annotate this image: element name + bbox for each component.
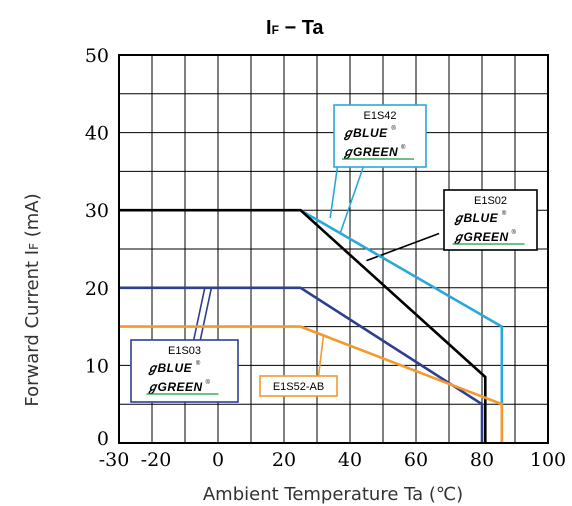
chart-title: IF − Ta — [266, 17, 324, 39]
y-axis-label: Forward Current IF (mA) — [22, 193, 43, 406]
series-line-e1s52-ab — [119, 325, 504, 443]
brand-name: GREEN — [353, 145, 398, 159]
brand-logo-icon: ℊ — [342, 145, 354, 160]
title-sub: F — [272, 23, 279, 37]
registered-mark: ® — [502, 210, 507, 217]
brand-name: GREEN — [464, 230, 509, 244]
y-tick-label: 10 — [85, 355, 109, 377]
plot-frame — [118, 54, 549, 444]
callout-label: E1S52-AB — [273, 381, 324, 393]
brand-name: BLUE — [353, 126, 388, 140]
brand-name: BLUE — [464, 211, 499, 225]
brand-logo-icon: ℊ — [453, 230, 465, 245]
brand-logo-icon: ℊ — [453, 211, 465, 226]
title-rest: − Ta — [279, 17, 325, 39]
y-tick-label: 30 — [85, 200, 109, 222]
series-lines — [119, 208, 504, 443]
x-tick-label: 80 — [470, 449, 494, 471]
series-line-e1s02 — [119, 208, 487, 443]
y-tick-label: 0 — [97, 428, 109, 450]
x-axis-label: Ambient Temperature Ta (℃) — [203, 484, 463, 505]
callout-box — [259, 375, 338, 397]
ylabel-unit: (mA) — [22, 193, 43, 243]
tick-labels: -30 -20 0 20 40 60 80 100 0 10 20 30 40 50 — [85, 45, 566, 471]
registered-mark: ® — [196, 360, 201, 367]
brand-logo-icon: ℊ — [342, 126, 354, 141]
y-tick-label: 40 — [85, 123, 109, 145]
callout-label: E1S42 — [363, 110, 396, 122]
brand-logo-icon: ℊ — [147, 380, 159, 395]
callout-label: E1S03 — [168, 345, 201, 357]
series-line-e1s03 — [119, 286, 484, 443]
callout-box — [130, 339, 239, 403]
y-tick-label: 20 — [85, 278, 109, 300]
registered-mark: ® — [401, 144, 406, 151]
x-tick-label: 40 — [338, 449, 362, 471]
brand-name: GREEN — [158, 380, 203, 394]
registered-mark: ® — [512, 229, 517, 236]
brand-logo-icon: ℊ — [147, 361, 159, 376]
x-tick-label: 0 — [212, 449, 224, 471]
registered-mark: ® — [206, 379, 211, 386]
pointer-line-e1s02 — [366, 232, 440, 262]
x-tick-label: -30 — [99, 449, 130, 471]
x-tick-label: 100 — [530, 449, 566, 471]
title-main: I — [266, 17, 272, 39]
callout-e1s52: E1S52-AB — [259, 375, 338, 397]
ylabel-main: Forward Current I — [22, 250, 43, 407]
x-tick-label: 20 — [272, 449, 296, 471]
callout-box — [333, 104, 427, 168]
x-tick-label: 60 — [404, 449, 428, 471]
callout-label: E1S02 — [474, 195, 507, 207]
callout-box — [443, 189, 538, 251]
y-tick-label: 50 — [85, 45, 109, 67]
registered-mark: ® — [391, 125, 396, 132]
ylabel-sub: F — [27, 243, 41, 250]
x-tick-label: -20 — [141, 449, 172, 471]
brand-name: BLUE — [158, 361, 193, 375]
